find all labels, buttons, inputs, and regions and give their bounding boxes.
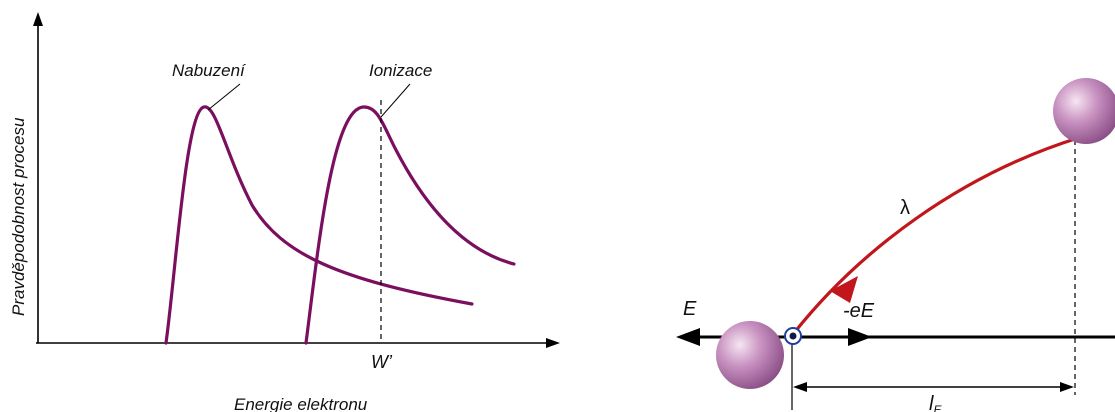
- electron-trajectory: [792, 136, 1080, 335]
- y-axis-arrowhead: [33, 12, 43, 26]
- x-axis-arrowhead: [546, 338, 560, 348]
- distance-arrow-right: [1060, 382, 1074, 392]
- excitation-label: Nabuzení: [172, 61, 247, 80]
- ionization-label-text: Ionizace: [369, 61, 432, 80]
- field-label: E: [683, 298, 697, 320]
- ionization-curve: [304, 105, 516, 345]
- distance-arrow-left: [793, 382, 807, 392]
- threshold-label: W’: [371, 352, 393, 372]
- distance-label-main: l: [929, 393, 934, 412]
- excitation-leader: [207, 83, 241, 111]
- x-axis-label: Energie elektronu: [234, 395, 368, 412]
- force-arrowhead-right: [848, 328, 872, 346]
- trajectory-arrowhead: [830, 276, 858, 303]
- distance-label-subscript: E: [933, 403, 942, 412]
- right-atom-sphere: [1053, 78, 1115, 144]
- electron-path-diagram: E -eE λ lE: [676, 78, 1115, 412]
- excitation-curve: [164, 105, 474, 345]
- left-atom-sphere: [716, 321, 784, 389]
- field-arrowhead-left: [676, 328, 700, 346]
- distance-label: lE: [929, 393, 942, 412]
- electron-core: [789, 332, 797, 340]
- force-label: -eE: [843, 300, 875, 322]
- probability-chart: Nabuzení Ionizace W’ Energie elektronu P…: [9, 12, 560, 412]
- mean-free-path-label: λ: [900, 197, 910, 219]
- y-axis-label: Pravděpodobnost procesu: [9, 117, 28, 316]
- ionization-leader: [380, 83, 411, 118]
